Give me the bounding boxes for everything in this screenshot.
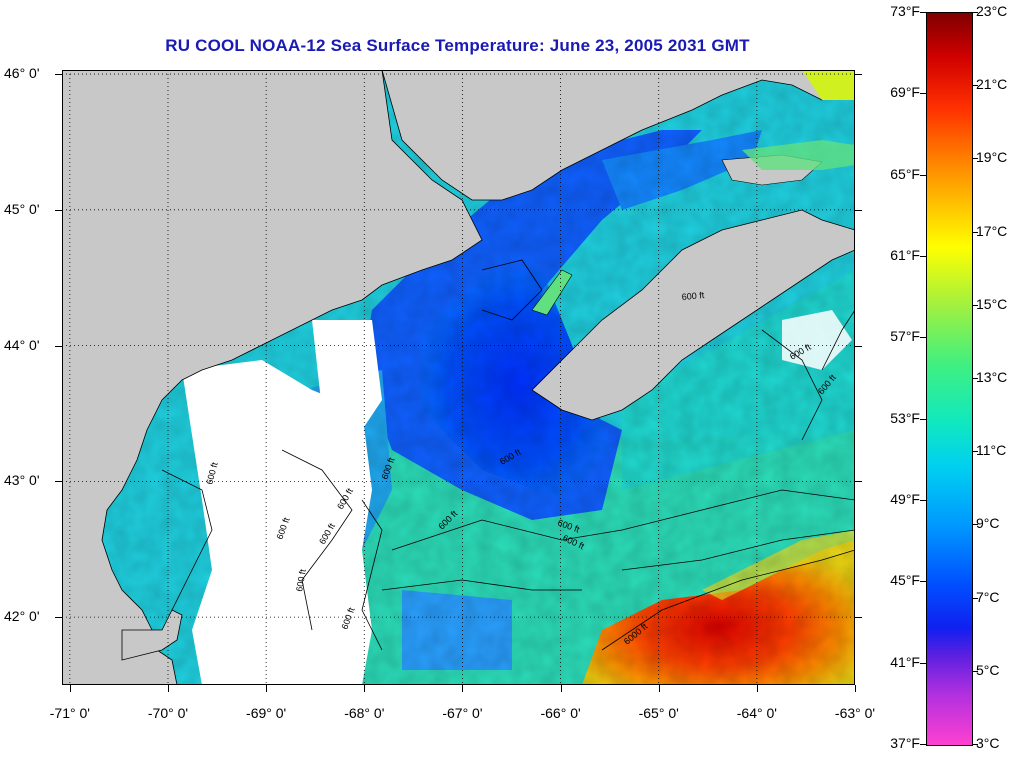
colorbar-tick-c: [972, 670, 978, 672]
colorbar-tick-f: [920, 12, 926, 13]
lat-tick-mark: [55, 345, 62, 347]
lon-tick-mark: [462, 685, 464, 692]
land-cape-cod: [121, 609, 183, 661]
colorbar-fahrenheit-label: 73°F: [890, 3, 920, 19]
lon-tick-mark: [69, 685, 71, 692]
lat-tick-label: 46° 0': [4, 65, 40, 82]
lon-tick-label: -66° 0': [540, 705, 581, 721]
map-title: RU COOL NOAA-12 Sea Surface Temperature:…: [165, 36, 750, 55]
colorbar-tick-f: [920, 744, 926, 745]
colorbar-tick-c: [972, 304, 978, 306]
lon-tick-mark: [560, 685, 562, 692]
colorbar-tick-f: [920, 500, 926, 501]
lat-tick-mark: [55, 481, 62, 483]
graticule: [62, 70, 855, 685]
lat-tick-label: 44° 0': [4, 336, 40, 353]
land-nova-scotia: [531, 209, 855, 421]
colorbar-tick-f: [920, 256, 926, 257]
lon-tick-mark: [756, 685, 758, 692]
colorbar-fahrenheit-label: 41°F: [890, 653, 920, 670]
lat-tick-mark: [855, 209, 862, 211]
lon-tick-label: -68° 0': [344, 705, 385, 721]
map-frame: [62, 70, 855, 685]
land-digby-neck: [531, 269, 573, 316]
warm-water-northeast: [802, 70, 855, 100]
colorbar-tick-f: [920, 662, 926, 664]
colorbar-tick-c: [972, 85, 978, 87]
sst-map[interactable]: 600 ft 600 ft 600 ft 600 ft 600 ft 600 ft 600 …: [62, 70, 855, 685]
lon-tick-mark: [167, 685, 169, 692]
colorbar-tick-f: [920, 93, 926, 95]
colorbar-fahrenheit-label: 45°F: [890, 572, 920, 589]
lon-tick-label: -64° 0': [736, 705, 777, 721]
lon-tick-mark: [266, 685, 268, 692]
lat-tick-mark: [55, 74, 62, 76]
colorbar-fahrenheit-label: 69°F: [890, 84, 920, 101]
lat-tick-mark: [855, 481, 862, 483]
colorbar-celsius-label: 7°C: [976, 588, 1000, 605]
colorbar-tick-c: [972, 231, 978, 233]
colorbar-fahrenheit-label: 53°F: [890, 409, 920, 426]
colorbar-tick-c: [972, 378, 978, 379]
colorbar-tick-f: [920, 174, 926, 176]
lon-tick-mark: [658, 685, 660, 692]
lon-tick-mark: [364, 685, 366, 692]
contour-label: 600 ft: [294, 568, 308, 592]
bathymetry-contours: [161, 259, 855, 651]
colorbar-tick-c: [972, 158, 978, 160]
colorbar-fahrenheit-label: 65°F: [890, 165, 920, 182]
lat-tick-label: 43° 0': [4, 472, 40, 489]
lat-tick-mark: [55, 617, 62, 619]
colorbar-fahrenheit-label: 57°F: [890, 328, 920, 345]
lon-tick-label: -63° 0': [834, 705, 876, 721]
colorbar-celsius-label: 13°C: [976, 369, 1008, 385]
colorbar-celsius-label: 5°C: [976, 661, 1000, 678]
lat-tick-mark: [855, 74, 862, 76]
colorbar-celsius-label: 23°C: [976, 3, 1008, 19]
colorbar-celsius-label: 11°C: [976, 442, 1007, 459]
colorbar-tick-c: [972, 12, 978, 13]
colorbar-fahrenheit-label: 49°F: [890, 491, 920, 507]
lat-tick-label: 42° 0': [4, 608, 40, 625]
lon-tick-label: -65° 0': [638, 705, 679, 721]
lat-tick-label: 45° 0': [4, 200, 40, 217]
lon-tick-label: -67° 0': [442, 705, 483, 721]
contour-label: 600 ft: [681, 290, 705, 302]
lon-tick-label: -71° 0': [49, 705, 90, 721]
lon-tick-label: -69° 0': [246, 705, 287, 721]
colorbar-celsius-label: 21°C: [976, 76, 1008, 93]
colorbar-tick-c: [972, 451, 978, 453]
colorbar-tick-c: [972, 597, 978, 599]
lon-tick-mark: [855, 685, 856, 692]
colorbar-tick-f: [920, 337, 926, 339]
land-new-england: [62, 70, 483, 685]
lat-tick-mark: [855, 617, 862, 619]
colorbar-fahrenheit-label: 61°F: [890, 247, 920, 263]
cloud-mask-patch-east: [782, 310, 852, 370]
colorbar-tick-c: [972, 524, 978, 526]
lon-tick-label: -70° 0': [147, 705, 189, 721]
northumberland-strait-water: [742, 140, 855, 170]
colorbar-tick-c: [972, 744, 978, 745]
colorbar-celsius-label: 3°C: [976, 735, 1000, 751]
colorbar-celsius-label: 19°C: [976, 149, 1008, 166]
lat-tick-mark: [55, 209, 62, 211]
colorbar-tick-f: [920, 418, 926, 420]
colorbar-celsius-label: 17°C: [976, 222, 1008, 239]
cloud-mask-west: [182, 360, 372, 685]
colorbar-celsius-label: 15°C: [976, 295, 1008, 312]
colorbar-fahrenheit-label: 37°F: [890, 735, 920, 751]
colorbar-tick-f: [920, 581, 926, 583]
sst-colorbar: [926, 12, 973, 746]
colorbar-celsius-label: 9°C: [976, 515, 1000, 532]
lat-tick-mark: [855, 345, 862, 347]
